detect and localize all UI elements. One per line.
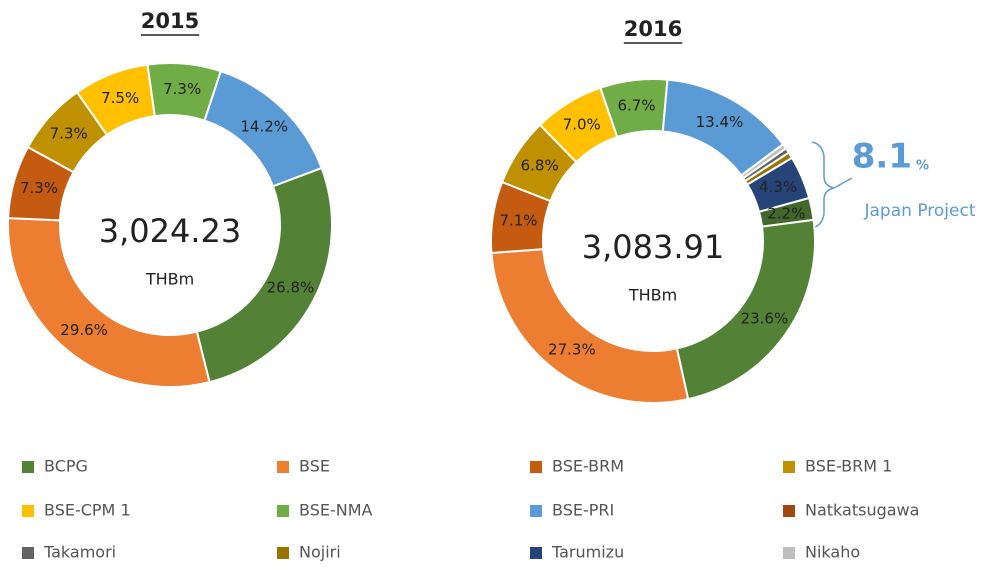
slice-label: 29.6% bbox=[60, 321, 108, 339]
slice-label: 27.3% bbox=[548, 341, 596, 359]
legend-swatch bbox=[530, 461, 542, 473]
japan-unit: % bbox=[916, 159, 929, 174]
slice-label: 7.3% bbox=[20, 179, 58, 197]
slice-label: 26.8% bbox=[267, 279, 315, 297]
slice-label: 7.1% bbox=[499, 211, 537, 229]
japan-label: Japan Project bbox=[864, 201, 976, 221]
legend-swatch bbox=[277, 505, 289, 517]
legend-label: BSE bbox=[299, 457, 330, 476]
legend-label: BSE-BRM bbox=[552, 457, 624, 476]
legend-swatch bbox=[22, 505, 34, 517]
japan-connector bbox=[833, 177, 853, 189]
donut-slice bbox=[195, 166, 333, 384]
slice-label: 7.3% bbox=[50, 125, 88, 143]
donut-slice bbox=[7, 217, 211, 388]
legend-label: Takamori bbox=[43, 543, 116, 562]
donut-slice bbox=[490, 248, 690, 404]
legend-label: Nikaho bbox=[805, 543, 860, 562]
legend-swatch bbox=[783, 505, 795, 517]
donut-slice bbox=[75, 63, 156, 137]
legend-swatch bbox=[22, 547, 34, 559]
legend-swatch bbox=[530, 547, 542, 559]
center-unit: THBm bbox=[628, 286, 677, 305]
legend-label: Natkatsugawa bbox=[805, 501, 919, 520]
slice-label: 7.3% bbox=[163, 80, 201, 98]
slice-label: 13.4% bbox=[696, 113, 744, 131]
slice-label: 7.0% bbox=[563, 116, 601, 134]
legend-label: BSE-CPM 1 bbox=[44, 501, 131, 520]
legend-label: BCPG bbox=[44, 457, 88, 476]
slice-label: 23.6% bbox=[741, 310, 789, 328]
japan-value: 8.1 bbox=[852, 137, 912, 177]
chart-title: 2016 bbox=[624, 17, 682, 41]
slice-label: 14.2% bbox=[240, 117, 288, 135]
slice-label: 2.2% bbox=[767, 205, 805, 223]
slice-label: 7.5% bbox=[101, 89, 139, 107]
center-unit: THBm bbox=[145, 270, 194, 289]
donut-slice bbox=[538, 86, 619, 164]
legend-label: BSE-PRI bbox=[552, 501, 614, 520]
center-value: 3,083.91 bbox=[582, 228, 725, 266]
slice-label: 6.7% bbox=[618, 96, 656, 114]
legend-label: Nojiri bbox=[299, 543, 341, 562]
center-value: 3,024.23 bbox=[99, 212, 242, 250]
slice-label: 6.8% bbox=[521, 156, 559, 174]
legend-swatch bbox=[783, 547, 795, 559]
legend-label: Tarumizu bbox=[551, 543, 624, 562]
legend-swatch bbox=[277, 547, 289, 559]
chart-title: 2015 bbox=[141, 9, 199, 33]
legend-swatch bbox=[277, 461, 289, 473]
legend-label: BSE-BRM 1 bbox=[805, 457, 892, 476]
japan-brace bbox=[811, 141, 835, 229]
legend-swatch bbox=[783, 461, 795, 473]
legend-swatch bbox=[22, 461, 34, 473]
legend-swatch bbox=[530, 505, 542, 517]
legend-label: BSE-NMA bbox=[299, 501, 373, 520]
slice-label: 4.3% bbox=[759, 178, 797, 196]
